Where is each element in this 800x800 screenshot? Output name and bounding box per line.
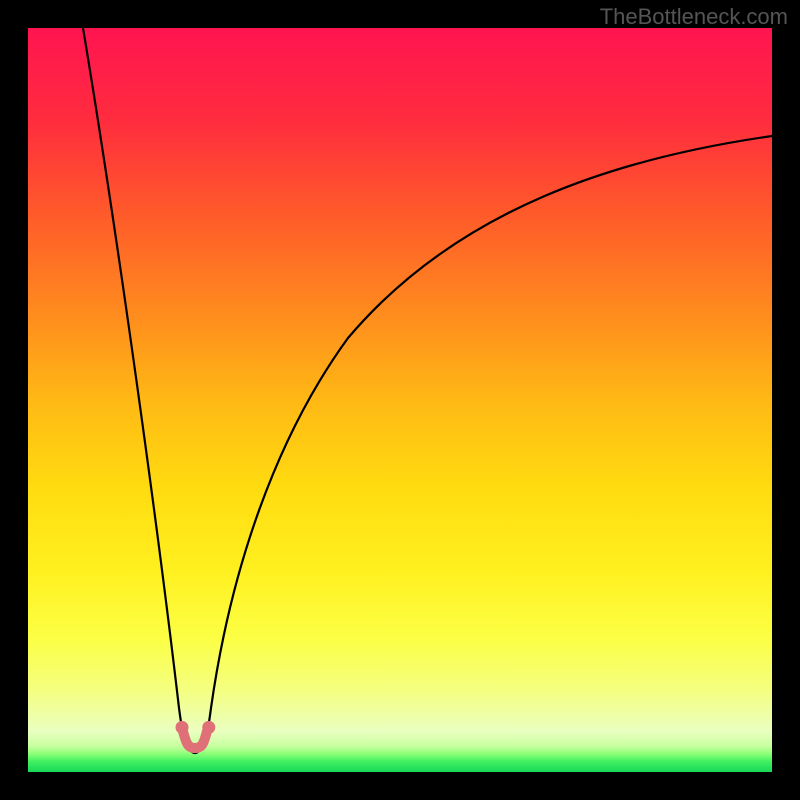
watermark-text: TheBottleneck.com xyxy=(600,4,788,30)
curve-right-branch xyxy=(201,136,772,748)
chart-container: TheBottleneck.com xyxy=(0,0,800,800)
dip-marker xyxy=(176,721,216,748)
curve-layer xyxy=(28,28,772,772)
curve-left-branch xyxy=(83,28,189,748)
plot-area xyxy=(28,28,772,772)
dip-marker-cap xyxy=(176,721,189,734)
dip-marker-cap xyxy=(202,721,215,734)
